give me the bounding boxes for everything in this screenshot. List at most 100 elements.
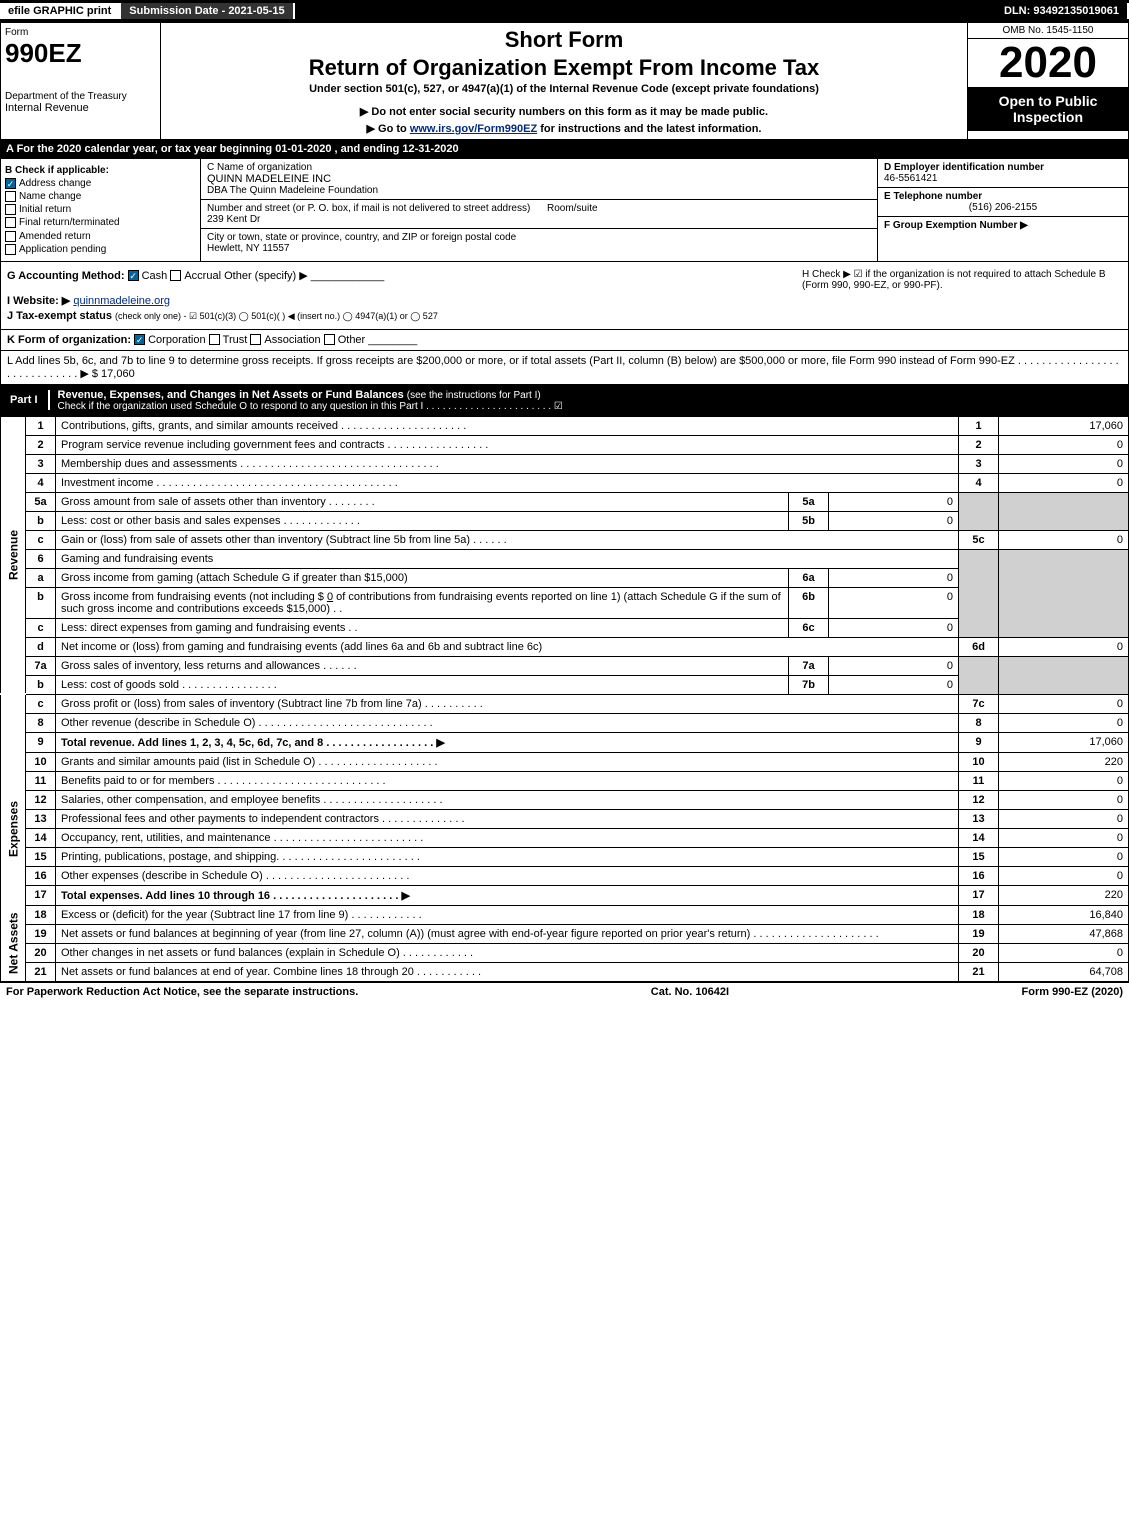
accrual-checkbox[interactable] bbox=[170, 270, 181, 281]
section-c: C Name of organization QUINN MADELEINE I… bbox=[201, 159, 878, 261]
phone-label: E Telephone number bbox=[884, 191, 982, 202]
ln-6d-num: d bbox=[26, 637, 56, 656]
ln-20-amt: 0 bbox=[999, 943, 1129, 962]
part1-check-line: Check if the organization used Schedule … bbox=[58, 401, 1121, 412]
line-4: 4 Investment income . . . . . . . . . . … bbox=[1, 473, 1129, 492]
amended-return-label: Amended return bbox=[19, 231, 91, 242]
ln-5c-desc: Gain or (loss) from sale of assets other… bbox=[56, 530, 959, 549]
ln-1-desc: Contributions, gifts, grants, and simila… bbox=[56, 416, 959, 435]
ln-15-amt: 0 bbox=[999, 847, 1129, 866]
ln-12-amt: 0 bbox=[999, 790, 1129, 809]
ln-18-desc: Excess or (deficit) for the year (Subtra… bbox=[56, 905, 959, 924]
line-15: 15 Printing, publications, postage, and … bbox=[1, 847, 1129, 866]
ln-3-num: 3 bbox=[26, 454, 56, 473]
ln-7a-desc: Gross sales of inventory, less returns a… bbox=[56, 656, 789, 675]
ln-6c-num: c bbox=[26, 618, 56, 637]
ln-7b-boxamt: 0 bbox=[829, 675, 959, 694]
ln-7b-desc: Less: cost of goods sold . . . . . . . .… bbox=[56, 675, 789, 694]
ln-6d-ref: 6d bbox=[959, 637, 999, 656]
name-label: C Name of organization bbox=[207, 162, 871, 173]
ln-10-desc: Grants and similar amounts paid (list in… bbox=[56, 752, 959, 771]
shade-5-amt bbox=[999, 492, 1129, 530]
ln-6-desc: Gaming and fundraising events bbox=[56, 549, 959, 568]
line-13: 13 Professional fees and other payments … bbox=[1, 809, 1129, 828]
footer-left: For Paperwork Reduction Act Notice, see … bbox=[6, 986, 358, 998]
section-l: L Add lines 5b, 6c, and 7b to line 9 to … bbox=[0, 351, 1129, 385]
initial-return-checkbox[interactable] bbox=[5, 204, 16, 215]
ln-19-num: 19 bbox=[26, 924, 56, 943]
line-19: 19 Net assets or fund balances at beginn… bbox=[1, 924, 1129, 943]
ln-5a-desc: Gross amount from sale of assets other t… bbox=[56, 492, 789, 511]
website-link[interactable]: quinnmadeleine.org bbox=[73, 295, 170, 307]
ln-5a-boxamt: 0 bbox=[829, 492, 959, 511]
line-2: 2 Program service revenue including gove… bbox=[1, 435, 1129, 454]
final-return-checkbox[interactable] bbox=[5, 217, 16, 228]
cash-checkbox[interactable]: ✓ bbox=[128, 270, 139, 281]
ln-21-amt: 64,708 bbox=[999, 962, 1129, 981]
street-value: 239 Kent Dr bbox=[207, 214, 871, 225]
ln-5b-num: b bbox=[26, 511, 56, 530]
goto-link[interactable]: www.irs.gov/Form990EZ bbox=[410, 123, 537, 135]
ln-7c-amt: 0 bbox=[999, 694, 1129, 713]
efile-print-label[interactable]: efile GRAPHIC print bbox=[0, 3, 121, 19]
ln-20-ref: 20 bbox=[959, 943, 999, 962]
footer-center: Cat. No. 10642I bbox=[358, 986, 1021, 998]
line-16: 16 Other expenses (describe in Schedule … bbox=[1, 866, 1129, 885]
page-footer: For Paperwork Reduction Act Notice, see … bbox=[0, 982, 1129, 1001]
ln-4-amt: 0 bbox=[999, 473, 1129, 492]
ln-10-ref: 10 bbox=[959, 752, 999, 771]
line-12: 12 Salaries, other compensation, and emp… bbox=[1, 790, 1129, 809]
omb-number: OMB No. 1545-1150 bbox=[968, 23, 1128, 39]
section-bcdef: B Check if applicable: ✓Address change N… bbox=[0, 158, 1129, 262]
section-a: A For the 2020 calendar year, or tax yea… bbox=[0, 140, 1129, 158]
ln-21-desc: Net assets or fund balances at end of ye… bbox=[56, 962, 959, 981]
address-change-checkbox[interactable]: ✓ bbox=[5, 178, 16, 189]
cash-label: Cash bbox=[142, 270, 168, 282]
expenses-side-label: Expenses bbox=[1, 752, 26, 905]
ln-3-desc: Membership dues and assessments . . . . … bbox=[56, 454, 959, 473]
ln-19-amt: 47,868 bbox=[999, 924, 1129, 943]
part1-table: Revenue 1 Contributions, gifts, grants, … bbox=[0, 416, 1129, 982]
assoc-checkbox[interactable] bbox=[250, 334, 261, 345]
ln-11-ref: 11 bbox=[959, 771, 999, 790]
ln-19-ref: 19 bbox=[959, 924, 999, 943]
ln-6-num: 6 bbox=[26, 549, 56, 568]
ln-9-amt: 17,060 bbox=[999, 732, 1129, 752]
ln-8-amt: 0 bbox=[999, 713, 1129, 732]
ln-16-desc: Other expenses (describe in Schedule O) … bbox=[56, 866, 959, 885]
ln-14-amt: 0 bbox=[999, 828, 1129, 847]
line-21: 21 Net assets or fund balances at end of… bbox=[1, 962, 1129, 981]
name-change-checkbox[interactable] bbox=[5, 191, 16, 202]
line-11: 11 Benefits paid to or for members . . .… bbox=[1, 771, 1129, 790]
application-pending-checkbox[interactable] bbox=[5, 244, 16, 255]
ln-6b-box: 6b bbox=[789, 587, 829, 618]
ln-6b-desc: Gross income from fundraising events (no… bbox=[56, 587, 789, 618]
line-17: 17 Total expenses. Add lines 10 through … bbox=[1, 885, 1129, 905]
ln-15-num: 15 bbox=[26, 847, 56, 866]
shade-7 bbox=[959, 656, 999, 694]
part1-instructions: (see the instructions for Part I) bbox=[407, 390, 541, 401]
k-label: K Form of organization: bbox=[7, 334, 131, 346]
name-change-label: Name change bbox=[19, 191, 81, 202]
g-label: G Accounting Method: bbox=[7, 270, 125, 282]
ln-5a-num: 5a bbox=[26, 492, 56, 511]
ln-17-ref: 17 bbox=[959, 885, 999, 905]
ssn-notice: ▶ Do not enter social security numbers o… bbox=[169, 105, 959, 118]
other-checkbox[interactable] bbox=[324, 334, 335, 345]
initial-return-label: Initial return bbox=[19, 204, 71, 215]
ln-6c-box: 6c bbox=[789, 618, 829, 637]
revenue-side-cont bbox=[1, 694, 26, 752]
corp-checkbox[interactable]: ✓ bbox=[134, 334, 145, 345]
trust-checkbox[interactable] bbox=[209, 334, 220, 345]
amended-return-checkbox[interactable] bbox=[5, 231, 16, 242]
ln-11-amt: 0 bbox=[999, 771, 1129, 790]
ln-6a-boxamt: 0 bbox=[829, 568, 959, 587]
ln-2-ref: 2 bbox=[959, 435, 999, 454]
line-3: 3 Membership dues and assessments . . . … bbox=[1, 454, 1129, 473]
ln-8-desc: Other revenue (describe in Schedule O) .… bbox=[56, 713, 959, 732]
ln-5c-amt: 0 bbox=[999, 530, 1129, 549]
ln-14-desc: Occupancy, rent, utilities, and maintena… bbox=[56, 828, 959, 847]
section-def: D Employer identification number 46-5561… bbox=[878, 159, 1128, 261]
line-5a: 5a Gross amount from sale of assets othe… bbox=[1, 492, 1129, 511]
ln-8-ref: 8 bbox=[959, 713, 999, 732]
